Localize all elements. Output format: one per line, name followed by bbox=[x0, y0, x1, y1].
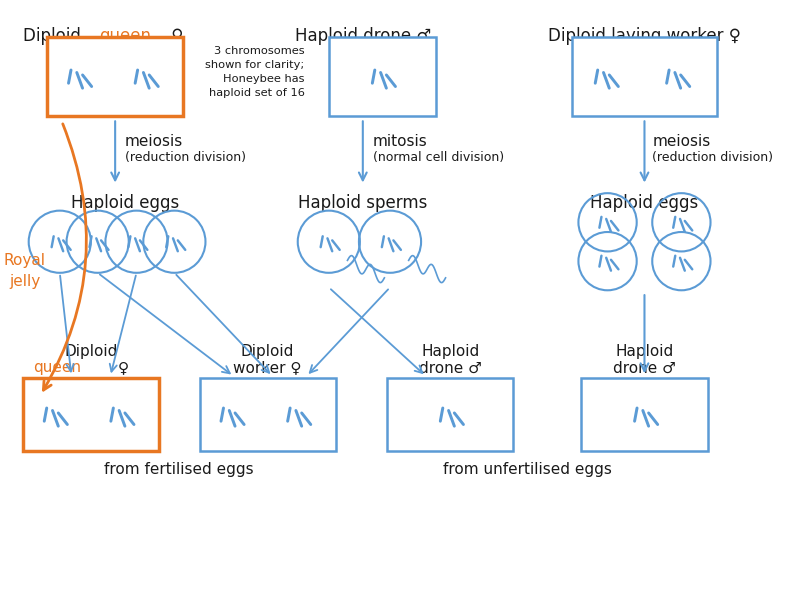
Text: drone ♂: drone ♂ bbox=[419, 361, 482, 376]
Text: Diploid: Diploid bbox=[23, 27, 86, 45]
Text: from unfertilised eggs: from unfertilised eggs bbox=[443, 463, 612, 478]
Text: (reduction division): (reduction division) bbox=[652, 151, 773, 164]
Text: 3 chromosomes
shown for clarity;
Honeybee has
haploid set of 16: 3 chromosomes shown for clarity; Honeybe… bbox=[205, 46, 304, 98]
Bar bbox=[571, 37, 718, 116]
Text: meiosis: meiosis bbox=[125, 134, 183, 149]
Text: Haploid sperms: Haploid sperms bbox=[298, 194, 427, 212]
Text: meiosis: meiosis bbox=[652, 134, 710, 149]
Text: Diploid: Diploid bbox=[241, 344, 294, 359]
Text: ♀: ♀ bbox=[118, 361, 129, 376]
Text: drone ♂: drone ♂ bbox=[613, 361, 676, 376]
Text: worker ♀: worker ♀ bbox=[233, 361, 302, 376]
Bar bbox=[582, 378, 708, 451]
Bar bbox=[329, 37, 435, 116]
Text: Diploid laying worker ♀: Diploid laying worker ♀ bbox=[548, 27, 741, 45]
Text: Haploid: Haploid bbox=[615, 344, 674, 359]
Bar bbox=[387, 378, 513, 451]
Text: Haploid eggs: Haploid eggs bbox=[71, 194, 179, 212]
Text: queen: queen bbox=[33, 361, 81, 376]
Text: (normal cell division): (normal cell division) bbox=[372, 151, 503, 164]
Text: mitosis: mitosis bbox=[372, 134, 427, 149]
Text: (reduction division): (reduction division) bbox=[125, 151, 246, 164]
Text: from fertilised eggs: from fertilised eggs bbox=[105, 463, 254, 478]
Text: ♀: ♀ bbox=[165, 27, 183, 45]
Text: Diploid: Diploid bbox=[64, 344, 117, 359]
Text: Haploid drone ♂: Haploid drone ♂ bbox=[295, 27, 431, 45]
Bar bbox=[47, 37, 183, 116]
Bar bbox=[23, 378, 159, 451]
Text: queen: queen bbox=[99, 27, 151, 45]
Text: Haploid: Haploid bbox=[421, 344, 479, 359]
Text: Haploid eggs: Haploid eggs bbox=[590, 194, 698, 212]
Text: Royal
jelly: Royal jelly bbox=[4, 253, 46, 289]
Bar bbox=[200, 378, 336, 451]
